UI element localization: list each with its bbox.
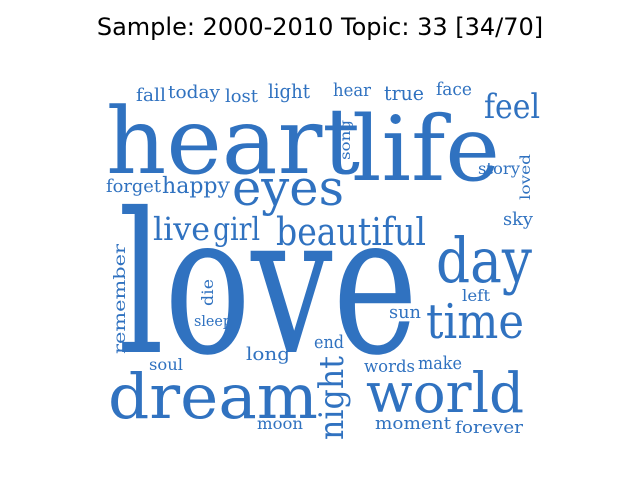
word-happy: happy <box>162 174 231 199</box>
word-heart: heart <box>106 88 360 195</box>
word-light: light <box>268 79 310 103</box>
word-live: live <box>153 210 210 248</box>
word-lost: lost <box>225 86 259 107</box>
word-moment: moment <box>375 414 451 434</box>
word-beautiful: beautiful <box>276 210 426 254</box>
word-hear: hear <box>333 80 371 101</box>
word-remember: remember <box>110 244 129 354</box>
word-end: end <box>314 332 344 353</box>
word-today: today <box>168 82 221 103</box>
word-dream: dream <box>108 360 318 433</box>
word-die: die <box>198 279 217 306</box>
word-fall: fall <box>136 85 166 106</box>
word-true: true <box>384 81 424 105</box>
word-time: time <box>426 294 524 350</box>
word-soul: soul <box>149 355 183 374</box>
word-girl: girl <box>213 210 260 248</box>
word-words: words <box>364 357 415 377</box>
word-world: world <box>366 361 524 425</box>
word-story: story <box>478 159 520 178</box>
figure-title: Sample: 2000-2010 Topic: 33 [34/70] <box>96 13 544 41</box>
word-moon: moon <box>257 414 303 433</box>
word-song: song <box>338 120 354 160</box>
word-face: face <box>436 79 472 100</box>
word-life: life <box>352 97 500 202</box>
word-forever: forever <box>455 418 524 438</box>
word-feel: feel <box>484 87 540 127</box>
word-night: night <box>312 356 352 440</box>
word-sun: sun <box>389 302 421 323</box>
word-sky: sky <box>503 209 534 230</box>
word-make: make <box>418 353 462 374</box>
word-loved: loved <box>518 154 534 200</box>
word-day: day <box>436 224 532 297</box>
word-forget: forget <box>106 176 162 197</box>
word-left: left <box>462 286 491 305</box>
word-long: long <box>246 344 290 365</box>
word-sleep: sleep <box>194 312 232 330</box>
word-eyes: eyes <box>232 159 344 217</box>
word-love: love <box>118 171 418 398</box>
